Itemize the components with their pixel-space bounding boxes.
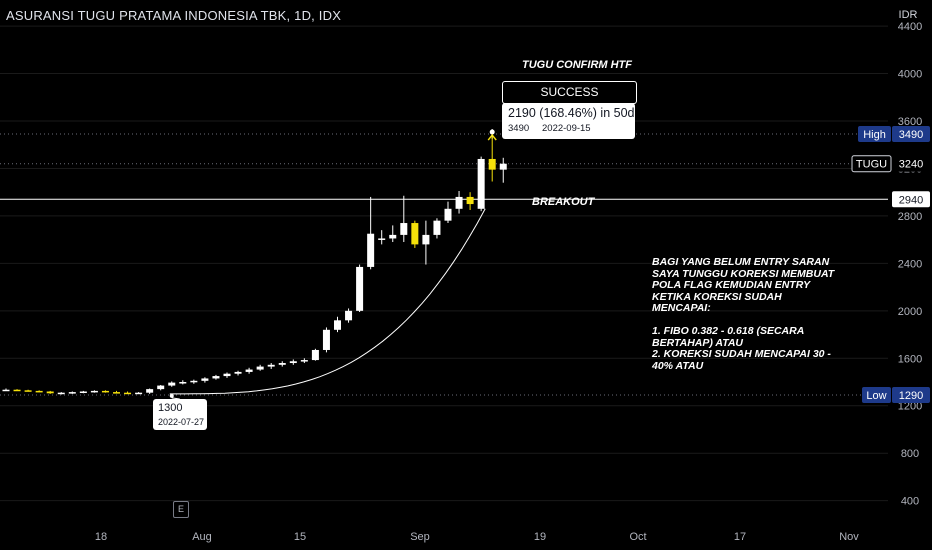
candle-body xyxy=(212,376,220,379)
candle-body xyxy=(124,392,132,395)
candle-body xyxy=(256,366,264,370)
y-tick-label: 1200 xyxy=(898,401,922,413)
candle-body xyxy=(146,389,154,393)
last-value: 3240 xyxy=(899,159,923,171)
candle-body xyxy=(157,385,165,390)
candle-body xyxy=(13,389,21,392)
peak-date: 2022-09-15 xyxy=(542,123,591,134)
y-tick-label: 3600 xyxy=(898,116,922,128)
y-tick-label: 400 xyxy=(901,496,919,508)
chart-title: ASURANSI TUGU PRATAMA INDONESIA TBK, 1D,… xyxy=(6,8,342,23)
candle-body xyxy=(201,378,209,381)
candle-body xyxy=(24,390,32,392)
candle-body xyxy=(168,382,176,386)
candle-body xyxy=(300,360,308,362)
high-value: 3490 xyxy=(899,129,923,141)
headline-annotation: TUGU CONFIRM HTF xyxy=(522,59,632,71)
candle-body xyxy=(488,158,496,170)
success-label: SUCCESS xyxy=(502,81,637,104)
candle-body xyxy=(101,390,109,393)
symbol-label: TUGU xyxy=(856,159,887,171)
x-tick-label: Sep xyxy=(410,531,430,543)
breakout-value-box xyxy=(892,191,930,208)
candle-body xyxy=(234,371,242,374)
candle-body xyxy=(278,363,286,365)
candle-body xyxy=(455,196,463,209)
candle-body xyxy=(90,390,98,393)
low-callout: 1300 2022-07-27 xyxy=(153,399,207,430)
parabolic-curve xyxy=(169,208,486,395)
low-date: 2022-07-27 xyxy=(158,417,205,427)
candle-body xyxy=(46,391,54,394)
peak-price: 3490 xyxy=(508,123,530,134)
breakout-label: BREAKOUT xyxy=(532,196,595,208)
candle-body xyxy=(367,233,375,267)
candle-body xyxy=(135,392,143,395)
y-tick-label: 4400 xyxy=(898,21,922,33)
candle-body xyxy=(311,349,319,361)
candle-body xyxy=(179,382,187,384)
y-tick-label: 800 xyxy=(901,448,919,460)
candle-body xyxy=(245,369,253,372)
gain-callout: 2190 (168.46%) in 50d 3490 2022-09-15 xyxy=(502,103,635,139)
candle-body xyxy=(400,223,408,235)
currency-label: IDR xyxy=(899,9,918,21)
high-label: High xyxy=(863,129,886,141)
high-value-box xyxy=(892,126,930,143)
candle-body xyxy=(466,196,474,205)
candle-body xyxy=(289,361,297,364)
candle-body xyxy=(356,266,364,311)
x-tick-label: Oct xyxy=(629,531,646,543)
candle-body xyxy=(267,364,275,367)
candle-body xyxy=(322,329,330,350)
candle-body xyxy=(389,234,397,239)
low-marker xyxy=(169,393,174,398)
x-tick-label: 17 xyxy=(734,531,746,543)
low-label-box xyxy=(862,387,891,404)
low-pointer xyxy=(171,397,180,400)
low-price: 1300 xyxy=(158,402,183,414)
y-tick-label: 2800 xyxy=(898,211,922,223)
candle-body xyxy=(223,373,231,377)
candle-body xyxy=(2,389,10,392)
candle-body xyxy=(57,392,65,395)
high-label-box xyxy=(858,126,891,143)
candle-body xyxy=(433,220,441,235)
y-tick-label: 2000 xyxy=(898,306,922,318)
x-tick-label: 19 xyxy=(534,531,546,543)
trade-note: BAGI YANG BELUM ENTRY SARAN SAYA TUNGGU … xyxy=(652,256,835,372)
candle-body xyxy=(411,223,419,245)
candle-body xyxy=(113,392,120,394)
last-value-box xyxy=(892,155,930,172)
breakout-value: 2940 xyxy=(899,194,923,206)
candle-body xyxy=(378,238,386,240)
y-tick-label: 2400 xyxy=(898,258,922,270)
x-tick-label: 18 xyxy=(95,531,107,543)
low-value-box xyxy=(892,387,930,404)
candle-body xyxy=(68,392,76,394)
symbol-label-box xyxy=(851,155,892,173)
candle-body xyxy=(79,391,87,393)
candle-body xyxy=(477,158,485,209)
candle-body xyxy=(190,380,198,383)
x-tick-label: 15 xyxy=(294,531,306,543)
candle-body xyxy=(422,234,430,245)
candle-body xyxy=(334,320,341,330)
candle-body xyxy=(499,163,507,170)
candle-body xyxy=(345,310,353,321)
y-tick-label: 4000 xyxy=(898,69,922,81)
low-value: 1290 xyxy=(899,390,923,402)
candle-body xyxy=(35,390,43,393)
candle-body xyxy=(444,208,452,221)
x-tick-label: Nov xyxy=(839,531,859,543)
earnings-marker-icon[interactable]: E xyxy=(173,501,189,518)
x-tick-label: Aug xyxy=(192,531,212,543)
gain-text: 2190 (168.46%) in 50d xyxy=(508,106,635,120)
low-label: Low xyxy=(866,390,886,402)
y-tick-label: 1600 xyxy=(898,353,922,365)
